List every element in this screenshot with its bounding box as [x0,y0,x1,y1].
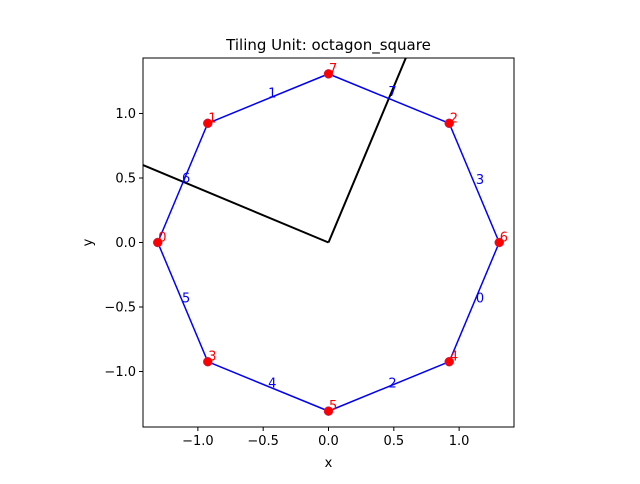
x-tick-label: 1.0 [449,434,470,449]
y-axis-ticks: −1.0 −0.5 0.0 0.5 1.0 [104,107,143,380]
vertex-label: 1 [208,111,216,126]
y-tick-label: −1.0 [104,365,136,380]
vertex-point [494,237,504,248]
vertex-point [203,356,213,367]
edge-label: 5 [182,291,190,306]
vertex-label: 5 [329,399,337,414]
y-tick-label: 1.0 [115,107,136,122]
y-tick-label: 0.5 [115,171,136,186]
vertex-point [153,237,163,248]
edge-label: 0 [476,291,484,306]
vertex-point [323,406,334,416]
basis-vector-line [143,164,329,244]
vertex-label: 0 [158,231,166,246]
y-tick-label: −0.5 [104,301,136,316]
vertex-point [444,118,454,129]
vertex-label: 4 [450,350,458,365]
vertex-label: 3 [208,350,216,365]
vertex-label: 7 [329,62,337,77]
chart-title: Tiling Unit: octagon_square [225,36,431,55]
edge-label: 1 [268,86,276,101]
vertex-point [203,118,213,129]
vertex-point [444,356,454,367]
x-axis-ticks: −1.0 −0.5 0.0 0.5 1.0 [182,427,469,449]
edge-label-layer: 7 3 0 2 4 5 6 1 [182,85,484,392]
x-tick-label: −0.5 [247,434,279,449]
x-axis-label: x [325,456,333,471]
y-tick-label: 0.0 [115,236,136,251]
vectors-layer [143,58,407,244]
edge-label: 3 [476,173,484,188]
edge-label: 6 [182,171,190,186]
y-axis-label: y [81,238,96,246]
vertex-label: 2 [450,111,458,126]
edge-label: 2 [388,377,396,392]
x-tick-label: 0.5 [383,434,404,449]
edge-label: 4 [268,377,276,392]
x-tick-label: −1.0 [182,434,214,449]
vertex-layer [153,69,504,416]
vertex-point [323,69,334,79]
vertex-label: 6 [500,231,508,246]
vertex-label-layer: 7 2 6 4 5 3 0 1 [158,62,508,414]
edge-label: 7 [388,85,396,100]
x-tick-label: 0.0 [318,434,339,449]
basis-vector-line [327,58,407,243]
